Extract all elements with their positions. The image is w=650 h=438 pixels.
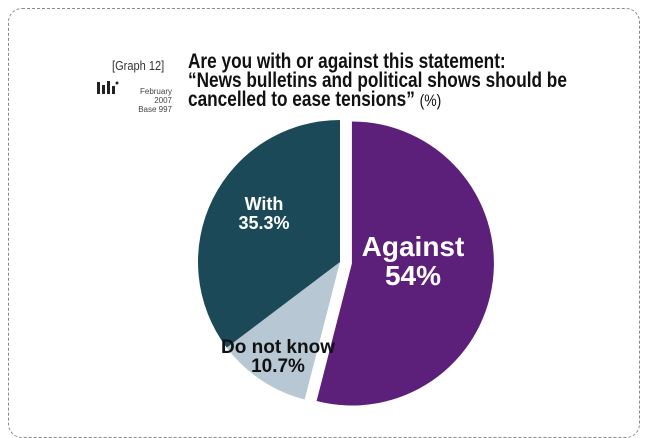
pie-slice-against bbox=[316, 121, 494, 406]
slice-value-do-not-know: 10.7% bbox=[251, 356, 305, 377]
title-line-1: Are you with or against this statement: bbox=[188, 50, 506, 73]
slice-value-against: 54% bbox=[385, 260, 441, 291]
pollster-logo-icon bbox=[97, 81, 119, 94]
slice-value-with: 35.3% bbox=[238, 213, 289, 233]
survey-meta: February 2007 Base 997 bbox=[126, 87, 172, 114]
title-unit: (%) bbox=[419, 91, 442, 110]
slice-label-with: With bbox=[245, 194, 284, 214]
survey-date: February 2007 bbox=[139, 87, 172, 105]
title-line-3: cancelled to ease tensions” bbox=[188, 88, 415, 111]
title-line-3-wrap: cancelled to ease tensions” (%) bbox=[188, 88, 549, 111]
graph-number-label: [Graph 12] bbox=[112, 58, 165, 73]
slice-label-do-not-know: Do not know bbox=[221, 337, 335, 358]
title-line-2: “News bulletins and political shows shou… bbox=[188, 69, 567, 92]
chart-title: Are you with or against this statement: … bbox=[188, 50, 567, 111]
pie-slice-with bbox=[198, 119, 340, 348]
pie-slice-do-not-know bbox=[226, 262, 340, 400]
slice-label-against: Against bbox=[362, 231, 465, 262]
survey-base: Base 997 bbox=[138, 105, 172, 114]
